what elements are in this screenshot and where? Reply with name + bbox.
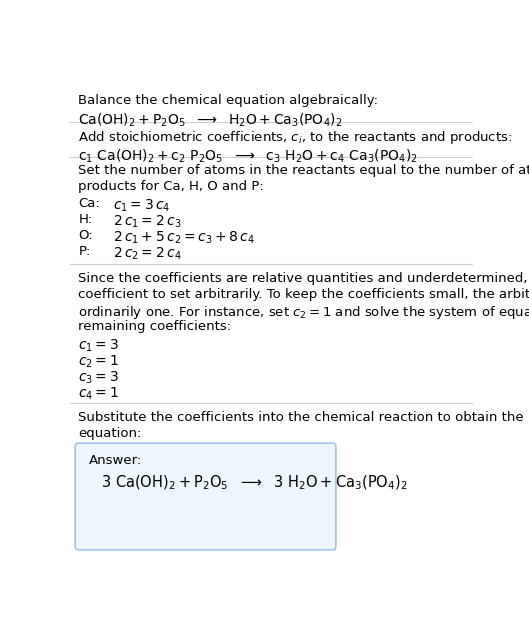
Text: O:: O: (78, 229, 93, 242)
Text: Answer:: Answer: (89, 454, 142, 467)
Text: coefficient to set arbitrarily. To keep the coefficients small, the arbitrary va: coefficient to set arbitrarily. To keep … (78, 288, 529, 301)
Text: $\mathrm{3\ Ca(OH)_2 + P_2O_5\ \ \longrightarrow\ \ 3\ H_2O + Ca_3(PO_4)_2}$: $\mathrm{3\ Ca(OH)_2 + P_2O_5\ \ \longri… (101, 473, 408, 492)
Text: $\mathrm{c_1\ Ca(OH)_2 + c_2\ P_2O_5\ \ \longrightarrow\ \ c_3\ H_2O + c_4\ Ca_3: $\mathrm{c_1\ Ca(OH)_2 + c_2\ P_2O_5\ \ … (78, 147, 418, 164)
Text: $c_2 = 1$: $c_2 = 1$ (78, 354, 119, 370)
Text: ordinarily one. For instance, set $c_2 = 1$ and solve the system of equations fo: ordinarily one. For instance, set $c_2 =… (78, 304, 529, 321)
Text: products for Ca, H, O and P:: products for Ca, H, O and P: (78, 180, 264, 193)
Text: $\mathrm{Ca(OH)_2 + P_2O_5\ \ \longrightarrow\ \ H_2O + Ca_3(PO_4)_2}$: $\mathrm{Ca(OH)_2 + P_2O_5\ \ \longright… (78, 112, 343, 129)
Text: $2\,c_1 + 5\,c_2 = c_3 + 8\,c_4$: $2\,c_1 + 5\,c_2 = c_3 + 8\,c_4$ (113, 229, 256, 246)
Text: $c_3 = 3$: $c_3 = 3$ (78, 369, 120, 386)
Text: Since the coefficients are relative quantities and underdetermined, choose a: Since the coefficients are relative quan… (78, 272, 529, 285)
Text: $2\,c_1 = 2\,c_3$: $2\,c_1 = 2\,c_3$ (113, 213, 181, 229)
Text: remaining coefficients:: remaining coefficients: (78, 320, 232, 333)
Text: Set the number of atoms in the reactants equal to the number of atoms in the: Set the number of atoms in the reactants… (78, 164, 529, 177)
Text: $2\,c_2 = 2\,c_4$: $2\,c_2 = 2\,c_4$ (113, 245, 182, 261)
Text: P:: P: (78, 245, 91, 258)
Text: Substitute the coefficients into the chemical reaction to obtain the balanced: Substitute the coefficients into the che… (78, 411, 529, 424)
Text: Ca:: Ca: (78, 198, 100, 211)
Text: Balance the chemical equation algebraically:: Balance the chemical equation algebraica… (78, 93, 378, 107)
Text: $c_1 = 3\,c_4$: $c_1 = 3\,c_4$ (113, 198, 171, 214)
Text: equation:: equation: (78, 427, 142, 440)
FancyBboxPatch shape (75, 443, 336, 550)
Text: $c_1 = 3$: $c_1 = 3$ (78, 337, 120, 354)
Text: $c_4 = 1$: $c_4 = 1$ (78, 385, 119, 401)
Text: H:: H: (78, 213, 93, 226)
Text: Add stoichiometric coefficients, $c_i$, to the reactants and products:: Add stoichiometric coefficients, $c_i$, … (78, 129, 513, 146)
